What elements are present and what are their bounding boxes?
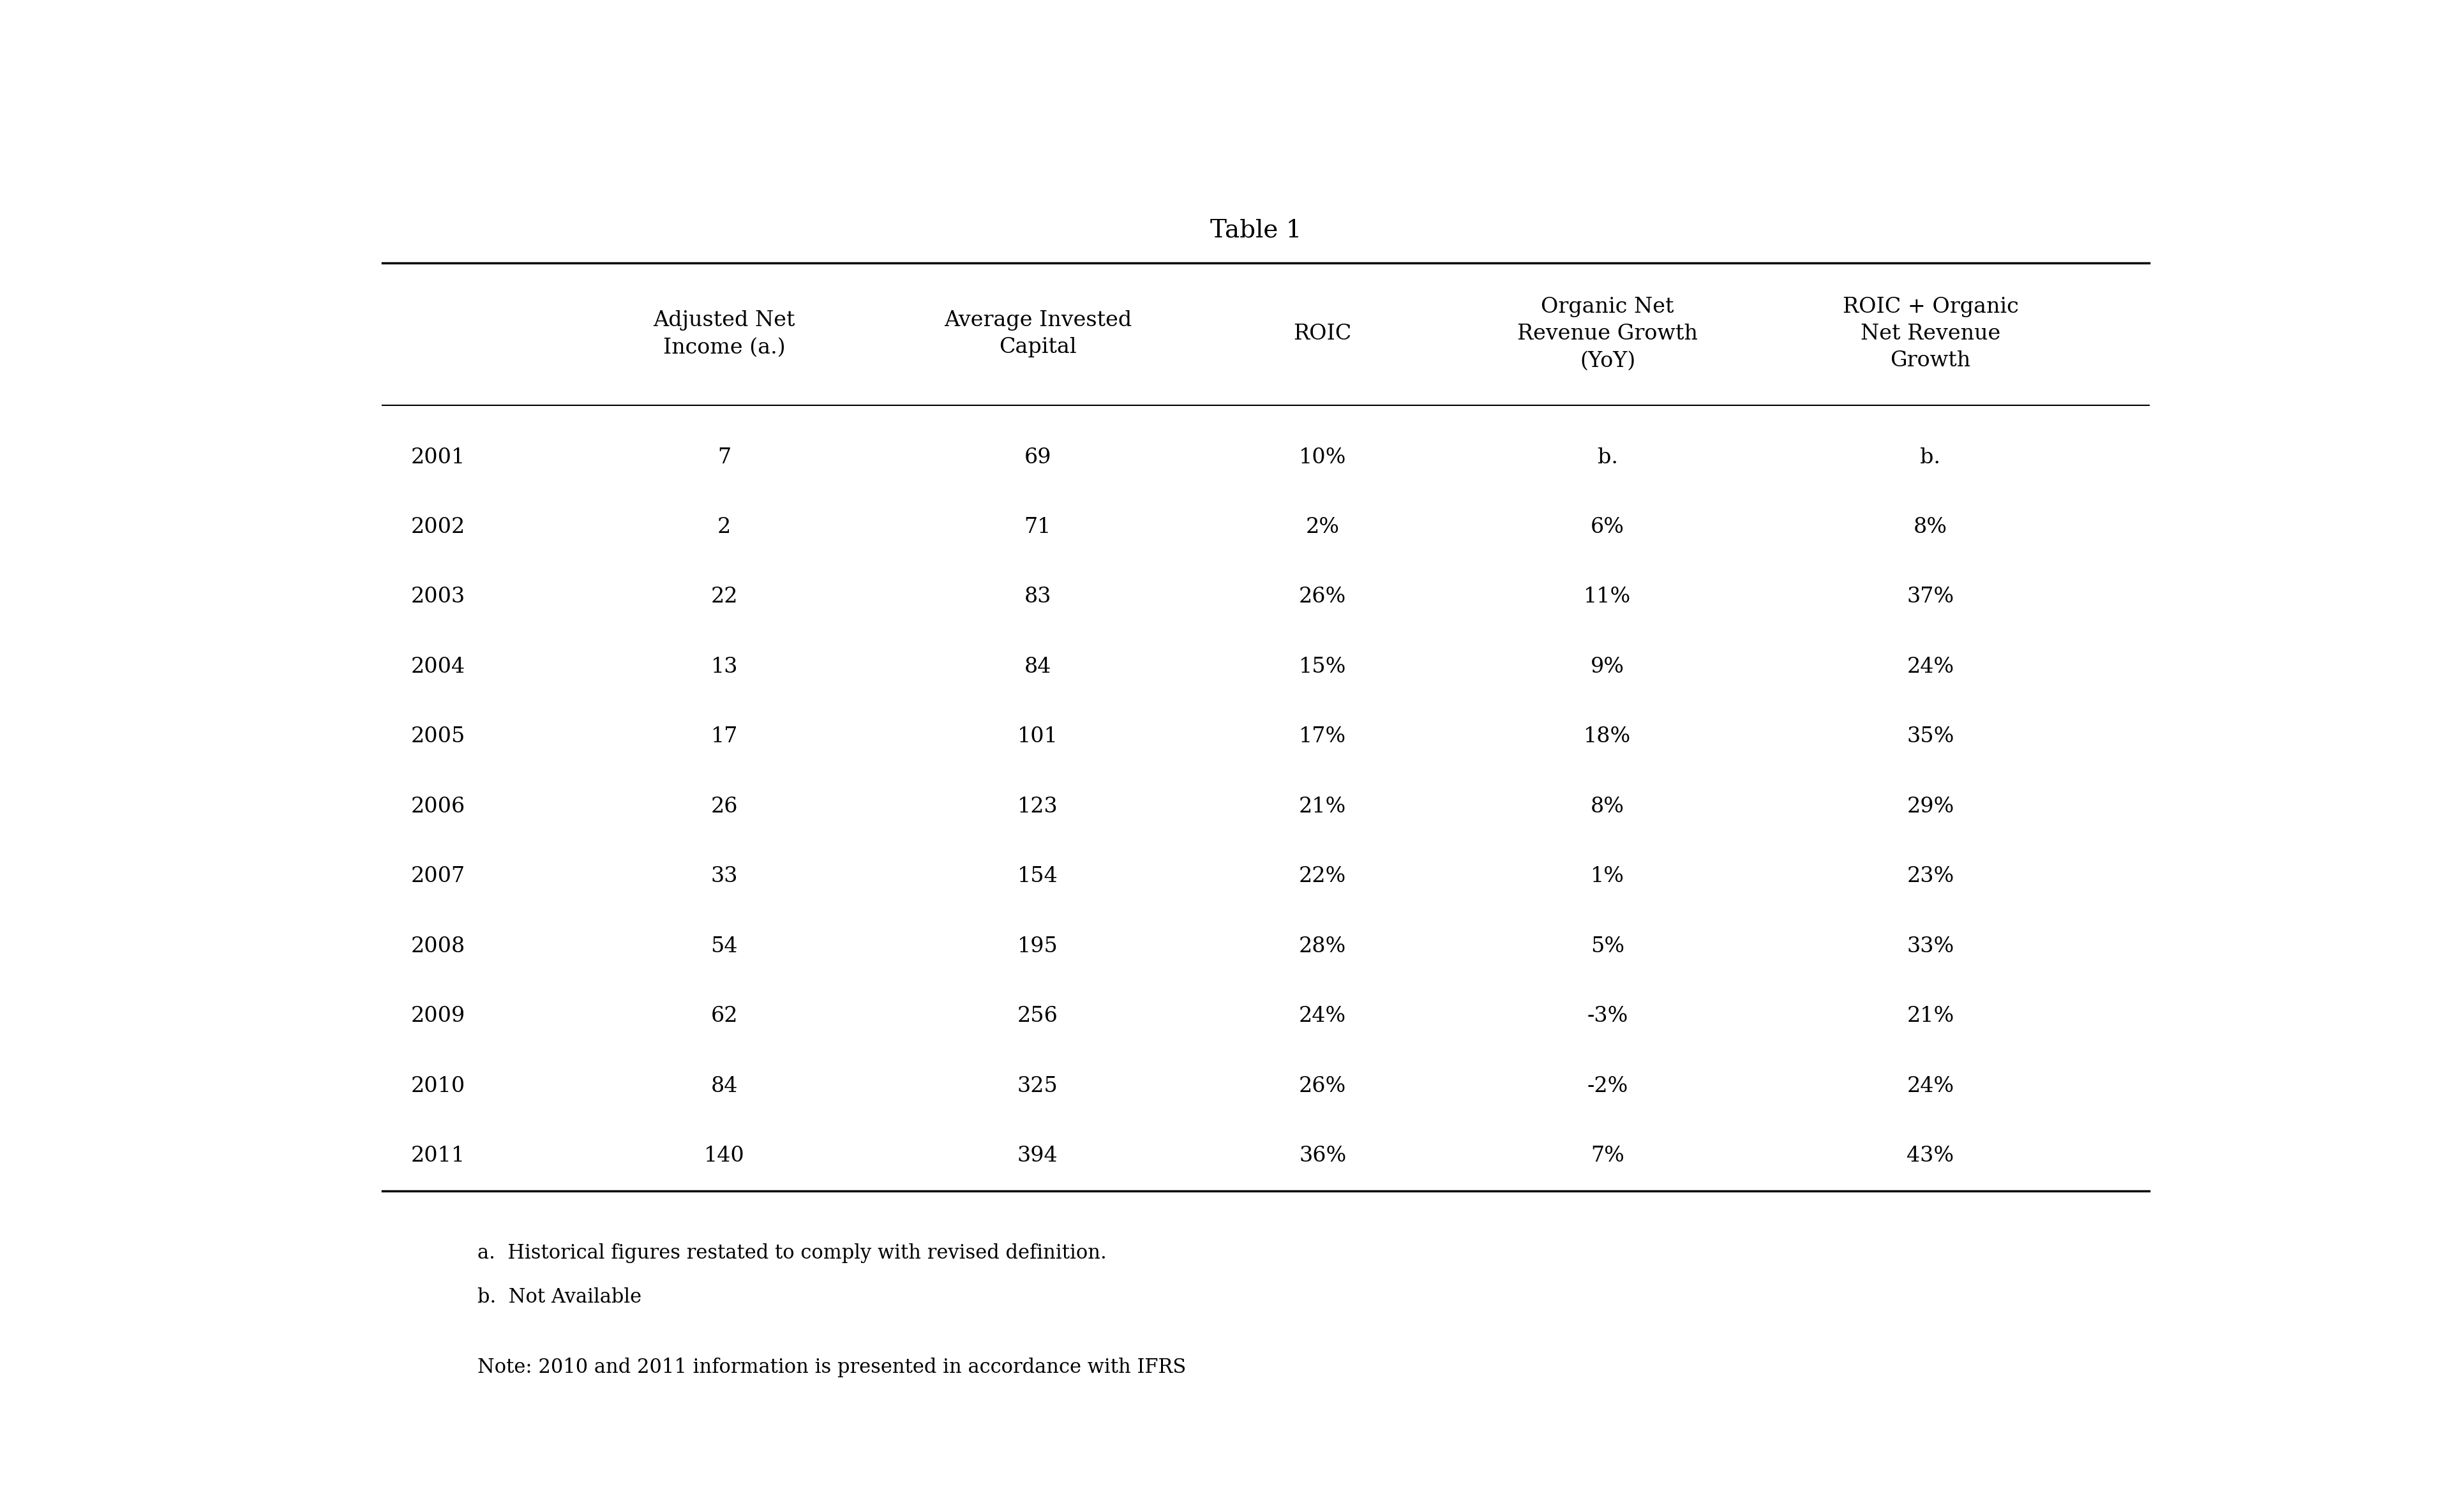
Text: 325: 325 xyxy=(1017,1077,1059,1096)
Text: 2: 2 xyxy=(718,517,730,537)
Text: 9%: 9% xyxy=(1591,656,1625,677)
Text: 35%: 35% xyxy=(1907,727,1953,747)
Text: 1%: 1% xyxy=(1591,866,1625,886)
Text: 29%: 29% xyxy=(1907,797,1953,816)
Text: 26%: 26% xyxy=(1299,587,1346,608)
Text: 123: 123 xyxy=(1017,797,1059,816)
Text: 84: 84 xyxy=(711,1077,738,1096)
Text: 83: 83 xyxy=(1025,587,1051,608)
Text: 5%: 5% xyxy=(1591,936,1625,957)
Text: 18%: 18% xyxy=(1583,727,1632,747)
Text: 28%: 28% xyxy=(1299,936,1346,957)
Text: 11%: 11% xyxy=(1583,587,1632,608)
Text: 2010: 2010 xyxy=(412,1077,466,1096)
Text: ROIC: ROIC xyxy=(1294,324,1353,345)
Text: -3%: -3% xyxy=(1586,1005,1627,1027)
Text: 101: 101 xyxy=(1017,727,1059,747)
Text: 154: 154 xyxy=(1017,866,1059,886)
Text: 6%: 6% xyxy=(1591,517,1625,537)
Text: 33: 33 xyxy=(711,866,738,886)
Text: a.  Historical figures restated to comply with revised definition.: a. Historical figures restated to comply… xyxy=(478,1243,1105,1263)
Text: 394: 394 xyxy=(1017,1146,1059,1166)
Text: 2008: 2008 xyxy=(412,936,466,957)
Text: 2009: 2009 xyxy=(412,1005,466,1027)
Text: 43%: 43% xyxy=(1907,1146,1953,1166)
Text: 26%: 26% xyxy=(1299,1077,1346,1096)
Text: 7: 7 xyxy=(718,448,730,467)
Text: 84: 84 xyxy=(1025,656,1051,677)
Text: 23%: 23% xyxy=(1907,866,1953,886)
Text: Table 1: Table 1 xyxy=(1211,219,1301,242)
Text: 2005: 2005 xyxy=(412,727,466,747)
Text: 24%: 24% xyxy=(1299,1005,1346,1027)
Text: 2011: 2011 xyxy=(412,1146,466,1166)
Text: 26: 26 xyxy=(711,797,738,816)
Text: Average Invested
Capital: Average Invested Capital xyxy=(944,310,1132,357)
Text: 54: 54 xyxy=(711,936,738,957)
Text: 17: 17 xyxy=(711,727,738,747)
Text: 140: 140 xyxy=(703,1146,745,1166)
Text: 2%: 2% xyxy=(1306,517,1341,537)
Text: -2%: -2% xyxy=(1586,1077,1627,1096)
Text: 24%: 24% xyxy=(1907,1077,1953,1096)
Text: b.  Not Available: b. Not Available xyxy=(478,1287,642,1308)
Text: b.: b. xyxy=(1598,448,1618,467)
Text: 7%: 7% xyxy=(1591,1146,1625,1166)
Text: 62: 62 xyxy=(711,1005,738,1027)
Text: 13: 13 xyxy=(711,656,738,677)
Text: 2007: 2007 xyxy=(412,866,466,886)
Text: 2004: 2004 xyxy=(412,656,466,677)
Text: 2003: 2003 xyxy=(412,587,466,608)
Text: 2002: 2002 xyxy=(412,517,466,537)
Text: b.: b. xyxy=(1919,448,1941,467)
Text: 36%: 36% xyxy=(1299,1146,1346,1166)
Text: 2006: 2006 xyxy=(412,797,466,816)
Text: 21%: 21% xyxy=(1299,797,1346,816)
Text: Note: 2010 and 2011 information is presented in accordance with IFRS: Note: 2010 and 2011 information is prese… xyxy=(478,1358,1186,1377)
Text: 10%: 10% xyxy=(1299,448,1346,467)
Text: 37%: 37% xyxy=(1907,587,1953,608)
Text: 2001: 2001 xyxy=(412,448,466,467)
Text: 8%: 8% xyxy=(1591,797,1625,816)
Text: 22%: 22% xyxy=(1299,866,1346,886)
Text: Organic Net
Revenue Growth
(YoY): Organic Net Revenue Growth (YoY) xyxy=(1517,296,1699,370)
Text: 24%: 24% xyxy=(1907,656,1953,677)
Text: 22: 22 xyxy=(711,587,738,608)
Text: 195: 195 xyxy=(1017,936,1059,957)
Text: 8%: 8% xyxy=(1914,517,1949,537)
Text: Adjusted Net
Income (a.): Adjusted Net Income (a.) xyxy=(654,310,794,357)
Text: 69: 69 xyxy=(1025,448,1051,467)
Text: ROIC + Organic
Net Revenue
Growth: ROIC + Organic Net Revenue Growth xyxy=(1843,296,2020,370)
Text: 33%: 33% xyxy=(1907,936,1953,957)
Text: 71: 71 xyxy=(1025,517,1051,537)
Text: 15%: 15% xyxy=(1299,656,1346,677)
Text: 21%: 21% xyxy=(1907,1005,1953,1027)
Text: 17%: 17% xyxy=(1299,727,1346,747)
Text: 256: 256 xyxy=(1017,1005,1059,1027)
